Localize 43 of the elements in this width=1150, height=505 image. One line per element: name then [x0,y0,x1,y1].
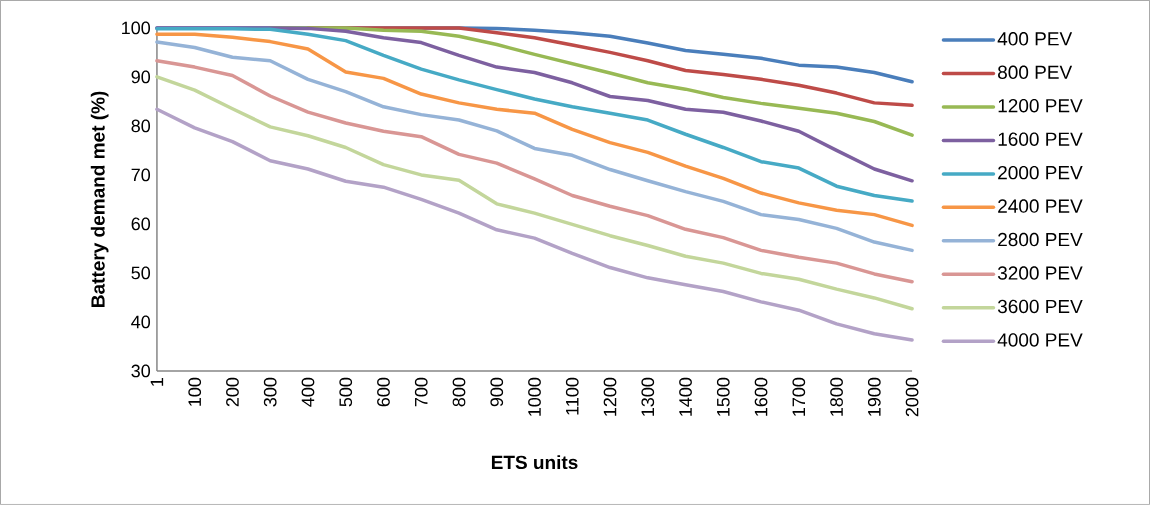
legend-label: 800 PEV [998,65,1073,80]
x-tick-label: 600 [377,377,390,407]
line-series [155,59,914,284]
x-axis-title: ETS units [491,455,578,470]
y-tick-label: 100 [122,21,151,35]
legend-label: 400 PEV [997,32,1073,46]
x-tick-label: 500 [339,377,353,407]
y-tick-label: 60 [131,217,151,231]
legend-label: 2400 PEV [998,199,1083,213]
x-tick-label: 400 [301,377,315,407]
y-tick-label: 90 [131,70,151,84]
y-tick-label: 80 [131,119,151,133]
line-series [155,107,914,342]
y-tick-label: 50 [131,266,151,280]
x-tick-label: 1000 [528,377,541,416]
legend-label: 1200 PEV [998,99,1083,113]
x-tick-label: 1200 [603,377,617,416]
x-tick-label: 1600 [754,377,768,416]
x-tick-label: 1500 [716,377,730,416]
legend-label: 3200 PEV [997,266,1083,280]
x-tick-label: 1400 [679,377,692,416]
legend-label: 3600 PEV [997,299,1083,314]
x-tick-label: 1 [150,378,164,386]
x-tick-label: 200 [226,377,239,407]
legend-label: 1600 PEV [998,132,1083,146]
x-tick-label: 100 [188,377,202,406]
x-tick-label: 2000 [905,377,919,417]
y-tick-label: 30 [131,364,151,378]
x-tick-label: 300 [263,377,277,407]
y-tick-label: 40 [131,315,151,329]
x-tick-label: 1300 [641,377,655,416]
x-tick-label: 1900 [867,377,881,416]
y-tick-label: 70 [131,168,151,182]
legend-label: 2800 PEV [998,232,1083,247]
x-tick-label: 1700 [792,377,806,416]
x-tick-label: 1100 [565,377,579,415]
y-axis-title: Battery demand met (%) [90,91,109,307]
x-tick-label: 800 [452,377,466,407]
x-tick-label: 700 [414,377,428,407]
legend-label: 2000 PEV [998,165,1083,180]
x-tick-label: 900 [490,377,504,407]
legend-label: 4000 PEV [997,333,1083,347]
x-tick-label: 1800 [830,377,843,416]
